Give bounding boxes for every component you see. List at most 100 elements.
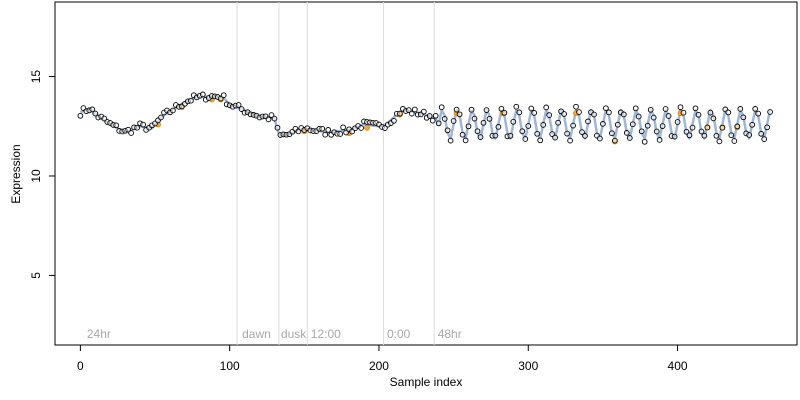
data-point <box>641 138 648 145</box>
data-point <box>450 118 457 124</box>
data-point <box>614 121 621 128</box>
data-point <box>101 115 108 122</box>
period-label: dusk <box>281 327 307 341</box>
data-point <box>188 97 194 104</box>
data-point <box>767 109 773 115</box>
data-point <box>740 114 747 121</box>
data-point <box>337 131 344 137</box>
data-point <box>689 124 696 131</box>
data-point <box>319 125 326 132</box>
data-point <box>692 105 699 112</box>
data-point <box>680 109 687 116</box>
data-point <box>638 128 645 135</box>
x-tick-label: 300 <box>518 359 538 373</box>
data-point <box>540 122 547 128</box>
data-points <box>77 91 773 145</box>
data-point <box>659 123 666 129</box>
data-point <box>537 137 544 144</box>
data-point <box>480 119 487 126</box>
x-tick-label: 200 <box>369 359 389 373</box>
data-point <box>653 128 660 135</box>
period-divider-lines <box>236 2 435 345</box>
data-point <box>238 106 245 112</box>
period-label: 12:00 <box>311 327 341 341</box>
data-point <box>632 105 639 112</box>
data-point <box>582 133 588 139</box>
data-point <box>567 137 573 144</box>
data-point <box>665 113 672 119</box>
data-point <box>585 118 591 125</box>
data-point <box>597 135 603 142</box>
data-point <box>591 111 597 118</box>
data-point <box>495 124 502 130</box>
data-point <box>555 119 561 126</box>
period-label: 0:00 <box>387 327 411 341</box>
x-axis-title: Sample index <box>390 375 463 389</box>
data-point <box>752 106 759 112</box>
data-point <box>77 112 84 119</box>
data-point <box>719 124 726 131</box>
data-point <box>761 136 768 142</box>
plot-frame <box>54 1 798 346</box>
data-point <box>358 125 364 131</box>
y-tick-label: 10 <box>29 169 43 183</box>
data-point <box>620 111 627 118</box>
data-point <box>674 119 681 125</box>
data-point <box>564 130 570 137</box>
y-axis-title: Expression <box>9 144 23 203</box>
data-point <box>322 131 329 138</box>
data-point <box>483 107 490 113</box>
data-point <box>447 137 454 144</box>
data-point <box>420 108 427 115</box>
data-point <box>465 123 472 130</box>
data-point <box>199 91 206 98</box>
y-tick-label: 15 <box>29 70 43 84</box>
data-point <box>644 122 651 129</box>
data-point <box>513 103 520 110</box>
data-point <box>408 110 415 117</box>
data-point <box>474 128 481 135</box>
data-point <box>507 132 514 139</box>
data-point <box>271 115 278 122</box>
data-point <box>382 125 388 131</box>
data-point <box>435 120 442 127</box>
x-tick-label: 400 <box>668 359 688 373</box>
data-point <box>764 124 770 131</box>
data-point <box>549 131 556 137</box>
data-point <box>635 113 642 120</box>
data-point <box>531 110 538 116</box>
data-point <box>220 92 227 99</box>
data-point <box>606 109 612 116</box>
data-point <box>626 135 633 141</box>
data-point <box>677 104 684 111</box>
x-tick-label: 0 <box>77 359 84 373</box>
data-point <box>170 107 176 114</box>
data-point <box>576 109 582 115</box>
y-axis: 5 10 15 <box>29 70 55 279</box>
data-point <box>701 132 708 139</box>
data-point <box>268 112 275 118</box>
data-point <box>468 106 475 113</box>
data-point <box>758 130 765 137</box>
data-point <box>734 123 741 130</box>
data-point <box>695 111 702 118</box>
data-point <box>609 130 615 137</box>
data-point <box>534 130 541 137</box>
data-point <box>579 129 585 135</box>
data-point <box>710 115 717 122</box>
data-point <box>755 110 762 117</box>
data-point <box>128 130 134 136</box>
data-point <box>749 121 756 128</box>
data-point <box>274 124 281 131</box>
data-point <box>462 137 469 144</box>
data-point <box>397 110 403 117</box>
data-point <box>552 134 558 141</box>
data-point <box>456 111 463 118</box>
data-point <box>650 114 657 121</box>
data-point <box>516 109 523 116</box>
data-point <box>573 103 579 110</box>
data-point <box>728 132 735 139</box>
data-point <box>561 111 567 117</box>
data-point <box>716 138 723 145</box>
data-point <box>704 124 711 131</box>
